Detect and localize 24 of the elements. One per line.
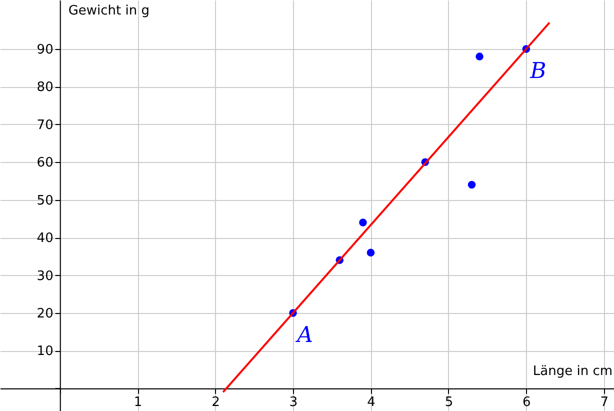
x-tick-label: 4 (367, 394, 376, 410)
x-tick-label: 2 (212, 394, 220, 410)
y-tick-label: 60 (36, 156, 54, 171)
x-tick-label: 7 (600, 394, 609, 410)
y-axis-title: Gewicht in g (68, 4, 150, 18)
point (476, 52, 484, 60)
point (359, 218, 367, 226)
x-tick-label: 3 (289, 394, 298, 410)
x-tick-label: 6 (522, 394, 531, 410)
point (366, 248, 375, 256)
annotation: B (529, 59, 546, 84)
y-tick-label: 30 (36, 268, 54, 284)
y-tick-label: 70 (36, 118, 54, 133)
x-tick-label: 1 (134, 394, 142, 410)
x-tick-label: 5 (444, 394, 454, 410)
y-tick-label: 80 (36, 80, 54, 96)
annotation: A (295, 322, 313, 348)
y-tick-label: 10 (36, 344, 54, 360)
point (468, 180, 476, 189)
y-tick-label: 20 (36, 306, 54, 322)
y-tick-label: 40 (36, 231, 54, 246)
y-tick-label: 90 (36, 42, 54, 58)
x-axis-title: Länge in cm (532, 364, 612, 379)
y-tick-label: 50 (36, 193, 54, 208)
